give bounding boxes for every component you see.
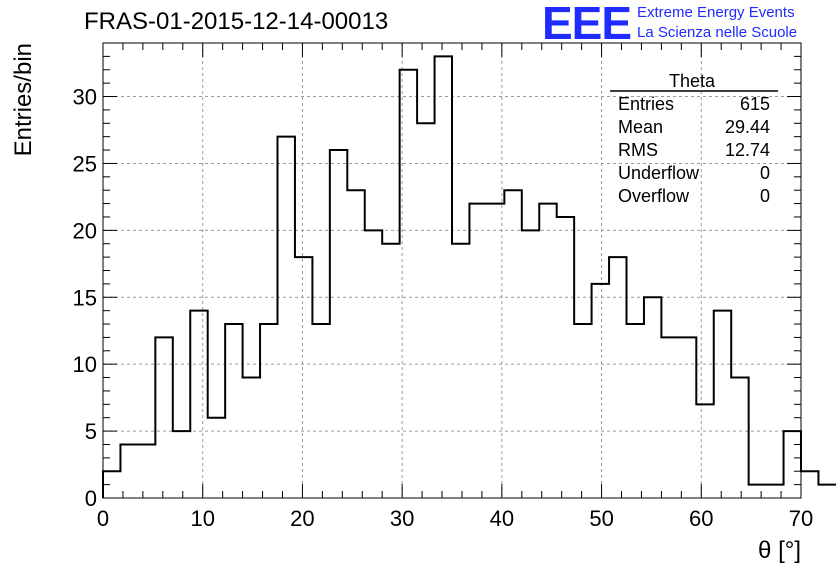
stats-box-title: Theta [669,71,716,91]
stats-row-label: RMS [618,140,658,160]
x-axis-label: θ [°] [758,537,801,564]
plot-frame [102,42,802,499]
y-axis-label: Entries/bin [10,43,37,156]
histogram-bin [801,471,818,498]
histogram-bin [155,337,172,498]
histogram-bin [469,204,486,498]
histogram-bin [592,284,609,498]
histogram-bin [208,418,225,498]
histogram-bin [260,324,277,498]
histogram-bin [278,137,295,498]
y-tick-label: 10 [73,352,97,377]
y-tick-label: 0 [85,486,97,511]
histogram-bin [295,257,312,498]
histogram-outline [102,55,836,498]
histogram-bin [609,257,626,498]
stats-row-label: Underflow [618,163,700,183]
stats-row-label: Overflow [618,186,690,206]
y-tick-label: 15 [73,285,97,310]
stats-row-label: Mean [618,117,663,137]
y-tick-label: 5 [85,419,97,444]
x-tick-label: 40 [490,506,514,531]
eee-logo: EEE [542,0,632,49]
histogram-bin [627,324,644,498]
histogram-bin [644,297,661,498]
histogram-bin [731,378,748,498]
x-tick-label: 50 [589,506,613,531]
histogram-bin [696,404,713,498]
histogram-bin [818,485,835,498]
x-tick-label: 60 [689,506,713,531]
minor-ticks [102,42,802,499]
histogram-bin [365,230,382,498]
histogram-bin [522,230,539,498]
histogram-bin [190,311,207,498]
y-tick-label: 20 [73,218,97,243]
histogram-bin [103,471,120,498]
histogram-bin [504,190,521,498]
y-tick-label: 25 [73,151,97,176]
brand-subtitle: La Scienza nelle Scuole [637,24,798,41]
histogram-bin [312,324,329,498]
eee-brand: EEE Extreme Energy Events La Scienza nel… [542,0,832,48]
x-tick-label: 0 [97,506,109,531]
histogram-series [102,55,836,498]
stats-row-value: 615 [740,94,770,114]
histogram-bin [173,431,190,498]
histogram-bin [679,337,696,498]
x-tick-label: 10 [190,506,214,531]
histogram-bin [749,485,766,498]
brand-name: Extreme Energy Events [637,4,795,21]
tick-labels: 0 10 20 30 40 50 60 70 0 5 10 15 20 25 30 [73,85,814,531]
stats-row-value: 0 [760,186,770,206]
x-tick-label: 20 [290,506,314,531]
stats-row-value: 0 [760,163,770,183]
histogram-bin [417,123,434,498]
histogram-bin [330,150,347,498]
stats-row-value: 29.44 [725,117,770,137]
histogram-bin [435,56,452,498]
histogram-bin [714,311,731,498]
x-tick-label: 30 [390,506,414,531]
histogram-bin [574,324,591,498]
histogram-bin [557,217,574,498]
histogram-bin [784,431,801,498]
histogram-bin [452,244,469,498]
histogram-bin [120,444,137,498]
x-tick-label: 70 [789,506,813,531]
histogram-bin [766,485,783,498]
run-title: FRAS-01-2015-12-14-00013 [84,8,389,35]
y-tick-label: 30 [73,85,97,110]
histogram-bin [382,244,399,498]
stats-box: Theta Entries 615 Mean 29.44 RMS 12.74 Underfl… [610,71,778,206]
histogram-bin [347,190,364,498]
histogram-bin [539,204,556,498]
histogram-bin [243,378,260,498]
histogram-bin [138,444,155,498]
stats-row-label: Entries [618,94,674,114]
stats-row-value: 12.74 [725,140,770,160]
histogram-bin [400,70,417,498]
histogram-bin [225,324,242,498]
histogram-bin [487,204,504,498]
histogram-bin [661,337,678,498]
